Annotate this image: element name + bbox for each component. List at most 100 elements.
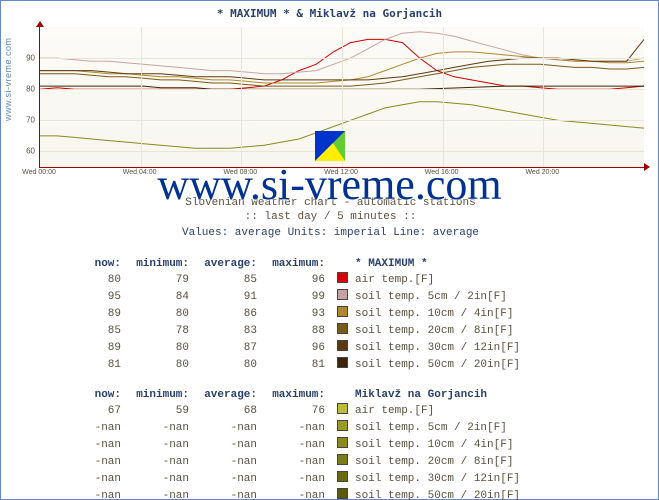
- stat-value: -nan: [57, 488, 125, 500]
- legend-label: soil temp. 30cm / 12in[F]: [353, 340, 522, 357]
- legend-label: air temp.[F]: [353, 272, 522, 289]
- stat-value: -nan: [261, 420, 329, 437]
- stat-value: -nan: [57, 437, 125, 454]
- stat-value: 93: [261, 306, 329, 323]
- chart-area: 60708090Wed 00:00Wed 04:00Wed 08:00Wed 1…: [39, 27, 643, 187]
- color-swatch-icon: [337, 340, 348, 351]
- gridline-v: [141, 27, 142, 167]
- stat-value: 83: [193, 323, 261, 340]
- stat-value: 96: [261, 272, 329, 289]
- stat-value: -nan: [261, 471, 329, 488]
- color-swatch-icon: [337, 289, 348, 300]
- stat-value: -nan: [125, 488, 193, 500]
- plot-area: [39, 27, 644, 168]
- stat-value: 84: [125, 289, 193, 306]
- caption-range: :: last day / 5 minutes ::: [1, 211, 659, 223]
- legend-label: soil temp. 20cm / 8in[F]: [353, 323, 522, 340]
- table-row: -nan-nan-nan-nansoil temp. 5cm / 2in[F]: [57, 420, 522, 437]
- caption-settings: Values: average Units: imperial Line: av…: [1, 227, 659, 239]
- col-header: minimum:: [125, 388, 193, 403]
- x-tick-label: Wed 20:00: [525, 169, 559, 176]
- stat-value: 80: [125, 340, 193, 357]
- gridline-v: [342, 27, 343, 167]
- y-tick-label: 80: [11, 85, 35, 94]
- col-header: average:: [193, 388, 261, 403]
- x-tick-label: Wed 04:00: [123, 169, 157, 176]
- legend-label: soil temp. 50cm / 20in[F]: [353, 357, 522, 374]
- stat-value: 67: [57, 403, 125, 420]
- legend-label: soil temp. 10cm / 4in[F]: [353, 306, 522, 323]
- stat-value: -nan: [193, 488, 261, 500]
- x-tick-label: Wed 12:00: [324, 169, 358, 176]
- table-row: 89808796 soil temp. 30cm / 12in[F]: [57, 340, 522, 357]
- stat-value: 79: [125, 272, 193, 289]
- stat-value: 81: [57, 357, 125, 374]
- table-row: 80798596 air temp.[F]: [57, 272, 522, 289]
- color-swatch-icon: [337, 272, 348, 283]
- stat-value: 86: [193, 306, 261, 323]
- color-swatch-icon: [337, 437, 348, 448]
- stat-value: 80: [193, 357, 261, 374]
- stats-table-1: now:minimum:average:maximum: Miklavž na G…: [57, 388, 522, 500]
- stat-value: -nan: [125, 437, 193, 454]
- legend-label: soil temp. 5cm / 2in[F]: [353, 289, 522, 306]
- table-row: 67596876air temp.[F]: [57, 403, 522, 420]
- stat-value: 78: [125, 323, 193, 340]
- color-swatch-icon: [337, 357, 348, 368]
- table-row: 95849199soil temp. 5cm / 2in[F]: [57, 289, 522, 306]
- stat-value: 85: [57, 323, 125, 340]
- x-tick-label: Wed 00:00: [22, 169, 56, 176]
- table-row: 85788388 soil temp. 20cm / 8in[F]: [57, 323, 522, 340]
- source-url-vertical: www.si-vreme.com: [3, 37, 13, 121]
- col-header: average:: [193, 257, 261, 272]
- col-header: maximum:: [261, 388, 329, 403]
- y-tick-label: 90: [11, 54, 35, 63]
- legend-label: soil temp. 5cm / 2in[F]: [353, 420, 522, 437]
- table-row: -nan-nan-nan-nansoil temp. 50cm / 20in[F…: [57, 488, 522, 500]
- stat-value: -nan: [125, 454, 193, 471]
- legend-label: soil temp. 50cm / 20in[F]: [353, 488, 522, 500]
- caption-source: Slovenian weather chart - automatic stat…: [1, 197, 659, 209]
- legend-label: soil temp. 20cm / 8in[F]: [353, 454, 522, 471]
- table-row: -nan-nan-nan-nansoil temp. 20cm / 8in[F]: [57, 454, 522, 471]
- stat-value: -nan: [261, 437, 329, 454]
- stats-table-0: now:minimum:average:maximum:* MAXIMUM *8…: [57, 257, 522, 374]
- stat-value: 85: [193, 272, 261, 289]
- stat-value: 80: [125, 306, 193, 323]
- color-swatch-icon: [337, 420, 348, 431]
- chart-title: * MAXIMUM * & Miklavž na Gorjancih: [1, 1, 658, 20]
- color-swatch-icon: [337, 403, 348, 414]
- legend-label: soil temp. 10cm / 4in[F]: [353, 437, 522, 454]
- stat-value: -nan: [125, 471, 193, 488]
- legend-label: air temp.[F]: [353, 403, 522, 420]
- gridline-v: [543, 27, 544, 167]
- table-row: 81808081soil temp. 50cm / 20in[F]: [57, 357, 522, 374]
- gridline-v: [241, 27, 242, 167]
- stat-value: -nan: [125, 420, 193, 437]
- color-swatch-icon: [337, 454, 348, 465]
- stat-value: 89: [57, 340, 125, 357]
- color-swatch-icon: [337, 323, 348, 334]
- stat-value: 81: [261, 357, 329, 374]
- stat-value: 68: [193, 403, 261, 420]
- table-row: -nan-nan-nan-nansoil temp. 30cm / 12in[F…: [57, 471, 522, 488]
- stat-value: 80: [57, 272, 125, 289]
- stat-value: 88: [261, 323, 329, 340]
- col-header: maximum:: [261, 257, 329, 272]
- col-header: now:: [57, 388, 125, 403]
- stat-value: -nan: [193, 454, 261, 471]
- x-tick-label: Wed 16:00: [425, 169, 459, 176]
- stat-value: 80: [125, 357, 193, 374]
- color-swatch-icon: [337, 471, 348, 482]
- stat-value: -nan: [57, 420, 125, 437]
- table-row: 89808693 soil temp. 10cm / 4in[F]: [57, 306, 522, 323]
- stat-value: 89: [57, 306, 125, 323]
- x-axis-arrow-icon: [644, 163, 650, 171]
- legend-label: soil temp. 30cm / 12in[F]: [353, 471, 522, 488]
- stat-value: 87: [193, 340, 261, 357]
- col-header: minimum:: [125, 257, 193, 272]
- table-title: Miklavž na Gorjancih: [353, 388, 522, 403]
- stat-value: 96: [261, 340, 329, 357]
- stat-value: -nan: [193, 471, 261, 488]
- color-swatch-icon: [337, 306, 348, 317]
